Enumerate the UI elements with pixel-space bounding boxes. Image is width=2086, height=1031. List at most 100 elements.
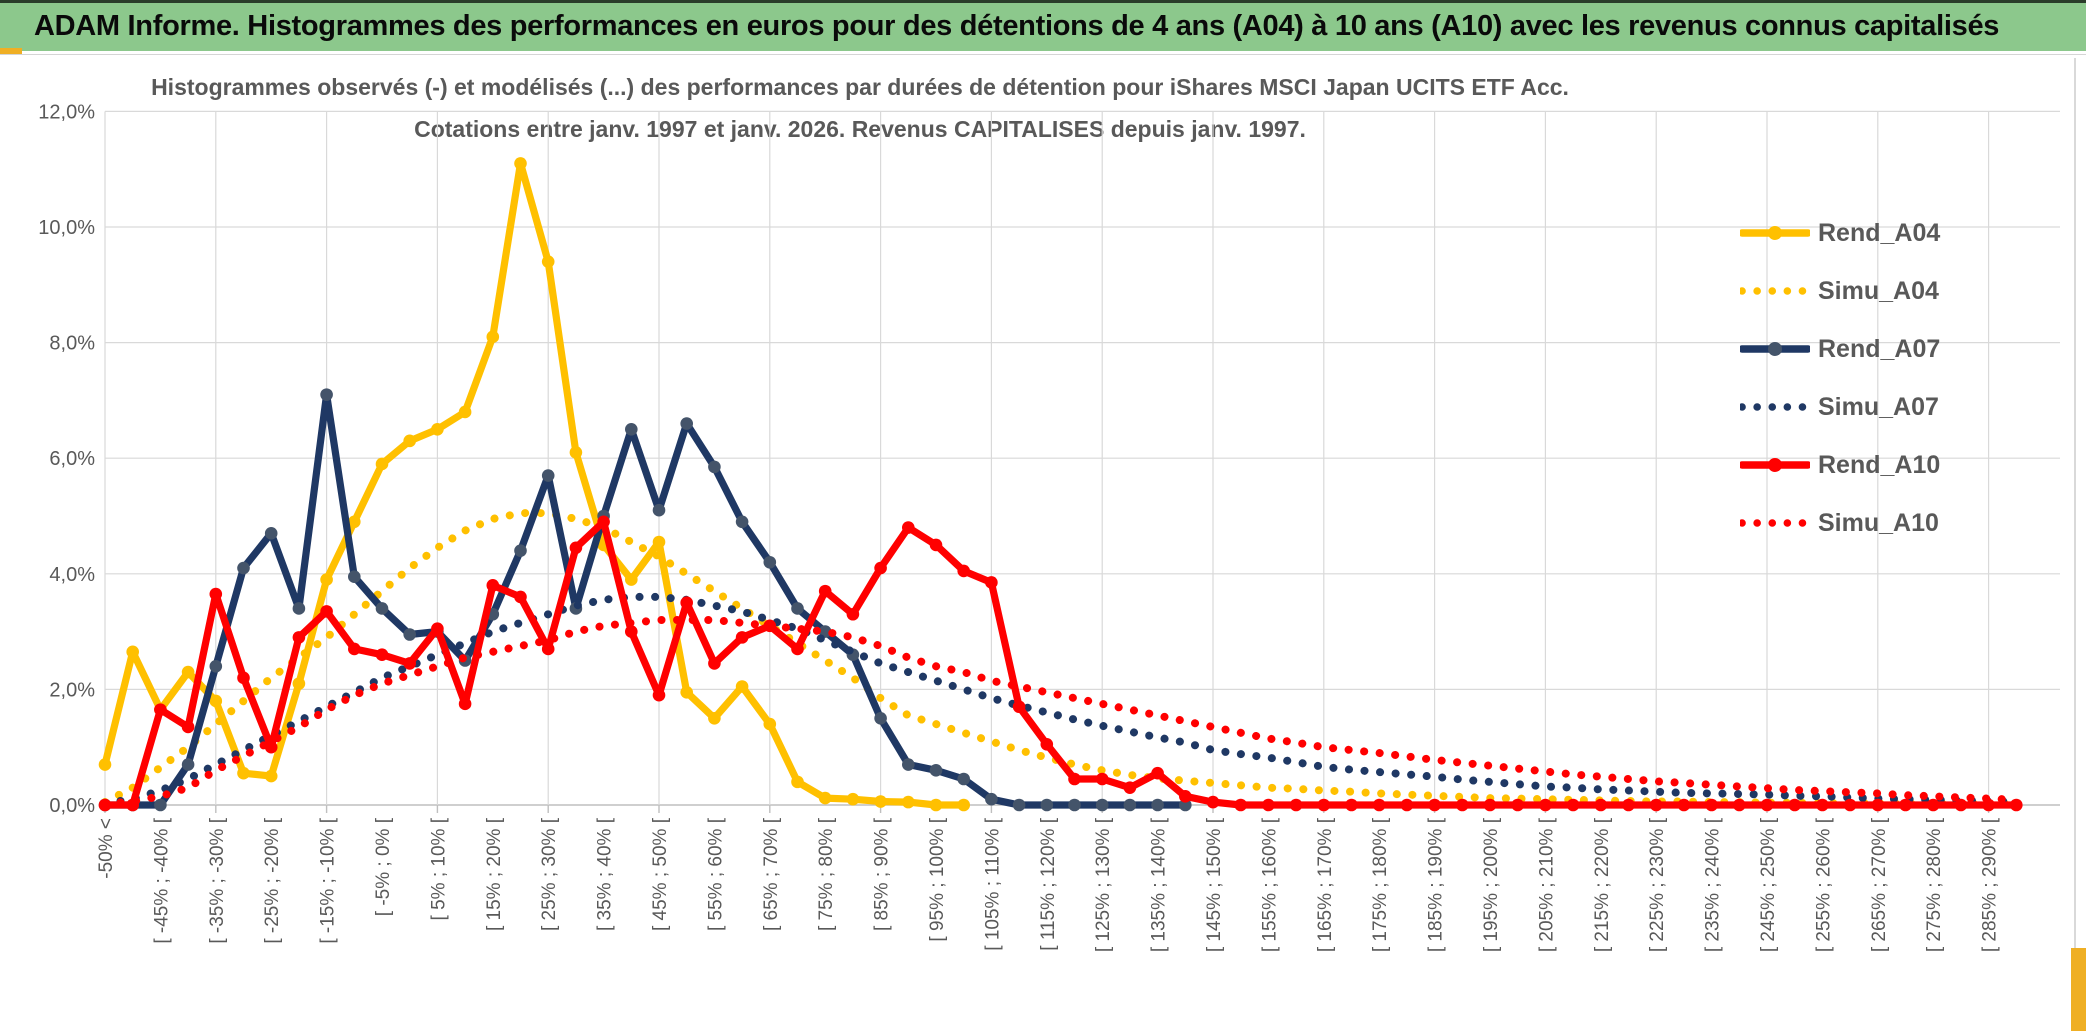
x-axis-tick-label: [ 275% ; 280% [ — [1924, 817, 1945, 952]
x-axis-tick-label: [ -5% ; 0% [ — [373, 817, 394, 916]
legend-item-Rend_A04[interactable]: Rend_A04 — [1740, 204, 2070, 262]
series-marker-Rend_A10 — [541, 642, 555, 656]
x-axis-tick-label: -50% < — [96, 818, 117, 879]
series-marker-Rend_A04 — [735, 680, 749, 693]
y-axis-tick-label: 2,0% — [49, 679, 95, 701]
series-marker-Rend_A10 — [431, 622, 444, 636]
legend-item-Simu_A04[interactable]: Simu_A04 — [1740, 262, 2070, 320]
series-marker-Rend_A10 — [1289, 798, 1303, 812]
chart-legend: Rend_A04 Simu_A04 Rend_A07 Simu_A07 Rend_A10… — [1740, 204, 2070, 552]
series-marker-Rend_A10 — [514, 590, 527, 604]
series-marker-Rend_A07 — [735, 515, 749, 529]
series-marker-Rend_A04 — [929, 798, 943, 812]
series-marker-Rend_A04 — [514, 157, 527, 170]
series-marker-Rend_A10 — [292, 631, 306, 644]
series-marker-Rend_A10 — [209, 587, 223, 601]
series-marker-Rend_A04 — [348, 515, 361, 529]
y-axis-tick-label: 10,0% — [38, 217, 95, 239]
x-axis-tick-label: [ -15% ; -10% [ — [318, 817, 339, 943]
series-marker-Rend_A07 — [264, 527, 278, 540]
series-marker-Rend_A07 — [929, 764, 943, 777]
x-axis-tick-label: [ 235% ; 240% [ — [1703, 817, 1724, 952]
series-marker-Rend_A10 — [1345, 798, 1358, 812]
x-axis-tick-label: [ 175% ; 180% [ — [1370, 817, 1391, 952]
series-marker-Rend_A04 — [431, 423, 444, 436]
series-marker-Rend_A10 — [902, 521, 915, 534]
series-marker-Rend_A10 — [2010, 798, 2023, 812]
series-marker-Rend_A07 — [541, 469, 555, 482]
series-marker-Rend_A10 — [1179, 790, 1192, 803]
series-marker-Rend_A07 — [1179, 798, 1192, 812]
series-marker-Rend_A07 — [1068, 798, 1081, 812]
series-marker-Rend_A07 — [902, 758, 915, 771]
y-axis-tick-label: 4,0% — [49, 564, 95, 586]
series-marker-Rend_A04 — [625, 573, 638, 586]
x-axis-tick-label: [ 195% ; 200% [ — [1481, 817, 1502, 952]
x-axis-tick-label: [ 165% ; 170% [ — [1315, 817, 1336, 952]
series-marker-Rend_A07 — [292, 602, 306, 615]
chart-title-line1: Histogrammes observés (-) et modélisés (… — [151, 74, 1569, 100]
x-axis-tick-label: [ 85% ; 90% [ — [872, 817, 893, 931]
series-marker-Rend_A10 — [846, 607, 860, 621]
legend-item-Rend_A07[interactable]: Rend_A07 — [1740, 320, 2070, 378]
window-title: ADAM Informe. Histogrammes des performan… — [34, 10, 2000, 42]
series-marker-Rend_A10 — [1068, 772, 1081, 786]
series-marker-Rend_A04 — [569, 446, 583, 459]
x-axis-tick-label: [ 145% ; 150% [ — [1204, 817, 1225, 952]
series-marker-Rend_A10 — [735, 631, 749, 644]
window-right-border — [2074, 58, 2076, 1020]
series-marker-Rend_A04 — [791, 775, 804, 789]
series-marker-Rend_A10 — [1539, 798, 1552, 812]
series-marker-Rend_A10 — [375, 648, 389, 662]
series-marker-Rend_A10 — [1317, 798, 1331, 812]
y-axis-tick-label: 6,0% — [49, 448, 95, 470]
series-marker-Rend_A07 — [403, 628, 417, 641]
series-marker-Rend_A07 — [237, 561, 250, 575]
x-axis-tick-label: [ 125% ; 130% [ — [1093, 817, 1114, 952]
series-line-Rend_A10 — [101, 518, 2020, 809]
series-marker-Rend_A07 — [1151, 798, 1164, 812]
series-marker-Rend_A10 — [320, 605, 333, 618]
series-marker-Rend_A07 — [320, 388, 333, 401]
series-marker-Rend_A04 — [209, 694, 223, 708]
x-axis-tick-label: [ 115% ; 120% [ — [1038, 817, 1059, 950]
series-marker-Rend_A10 — [1649, 798, 1663, 812]
series-marker-Rend_A10 — [929, 538, 943, 552]
series-marker-Rend_A07 — [874, 712, 887, 725]
x-axis-tick-label: [ 185% ; 190% [ — [1426, 817, 1447, 952]
x-axis-tick-label: [ 35% ; 40% [ — [595, 817, 616, 931]
x-axis-tick-label: [ -25% ; -20% [ — [262, 817, 283, 943]
series-marker-Rend_A04 — [680, 685, 693, 699]
x-axis-tick-label: [ 105% ; 110% [ — [982, 817, 1003, 950]
x-axis-tick-label: [ 25% ; 30% [ — [539, 817, 560, 931]
series-marker-Rend_A10 — [1040, 738, 1054, 751]
series-marker-Rend_A10 — [1400, 798, 1414, 812]
series-marker-Rend_A10 — [1594, 798, 1608, 812]
series-marker-Rend_A07 — [791, 602, 804, 615]
legend-item-Rend_A10[interactable]: Rend_A10 — [1740, 436, 2070, 494]
gold-border-strip-right — [2071, 948, 2086, 1031]
x-axis-tick-label: [ 75% ; 80% [ — [816, 817, 837, 931]
window-title-bar: ADAM Informe. Histogrammes des performan… — [0, 0, 2086, 51]
x-axis-tick-label: [ 95% ; 100% [ — [927, 817, 948, 941]
x-axis-tick-label: [ -35% ; -30% [ — [207, 817, 228, 943]
y-axis-tick-label: 12,0% — [38, 101, 95, 123]
series-marker-Rend_A10 — [181, 720, 195, 734]
series-marker-Rend_A10 — [625, 625, 638, 638]
series-marker-Rend_A10 — [1677, 798, 1691, 812]
series-marker-Rend_A04 — [320, 573, 333, 586]
legend-item-Simu_A07[interactable]: Simu_A07 — [1740, 378, 2070, 436]
series-marker-Rend_A04 — [818, 791, 832, 805]
x-axis-tick-label: [ 265% ; 270% [ — [1869, 817, 1890, 952]
series-marker-Rend_A04 — [902, 795, 915, 809]
series-marker-Rend_A10 — [1760, 798, 1774, 812]
legend-label-Simu_A04: Simu_A04 — [1818, 276, 1939, 305]
x-axis-tick-label: [ 225% ; 230% [ — [1647, 817, 1668, 952]
legend-swatch-Simu_A04 — [1740, 287, 1810, 295]
series-marker-Rend_A04 — [375, 457, 389, 471]
series-marker-Rend_A10 — [985, 576, 998, 589]
series-marker-Rend_A10 — [1123, 781, 1137, 794]
series-marker-Rend_A07 — [763, 555, 777, 569]
series-line-Simu_A10 — [101, 616, 2021, 808]
legend-item-Simu_A10[interactable]: Simu_A10 — [1740, 494, 2070, 552]
